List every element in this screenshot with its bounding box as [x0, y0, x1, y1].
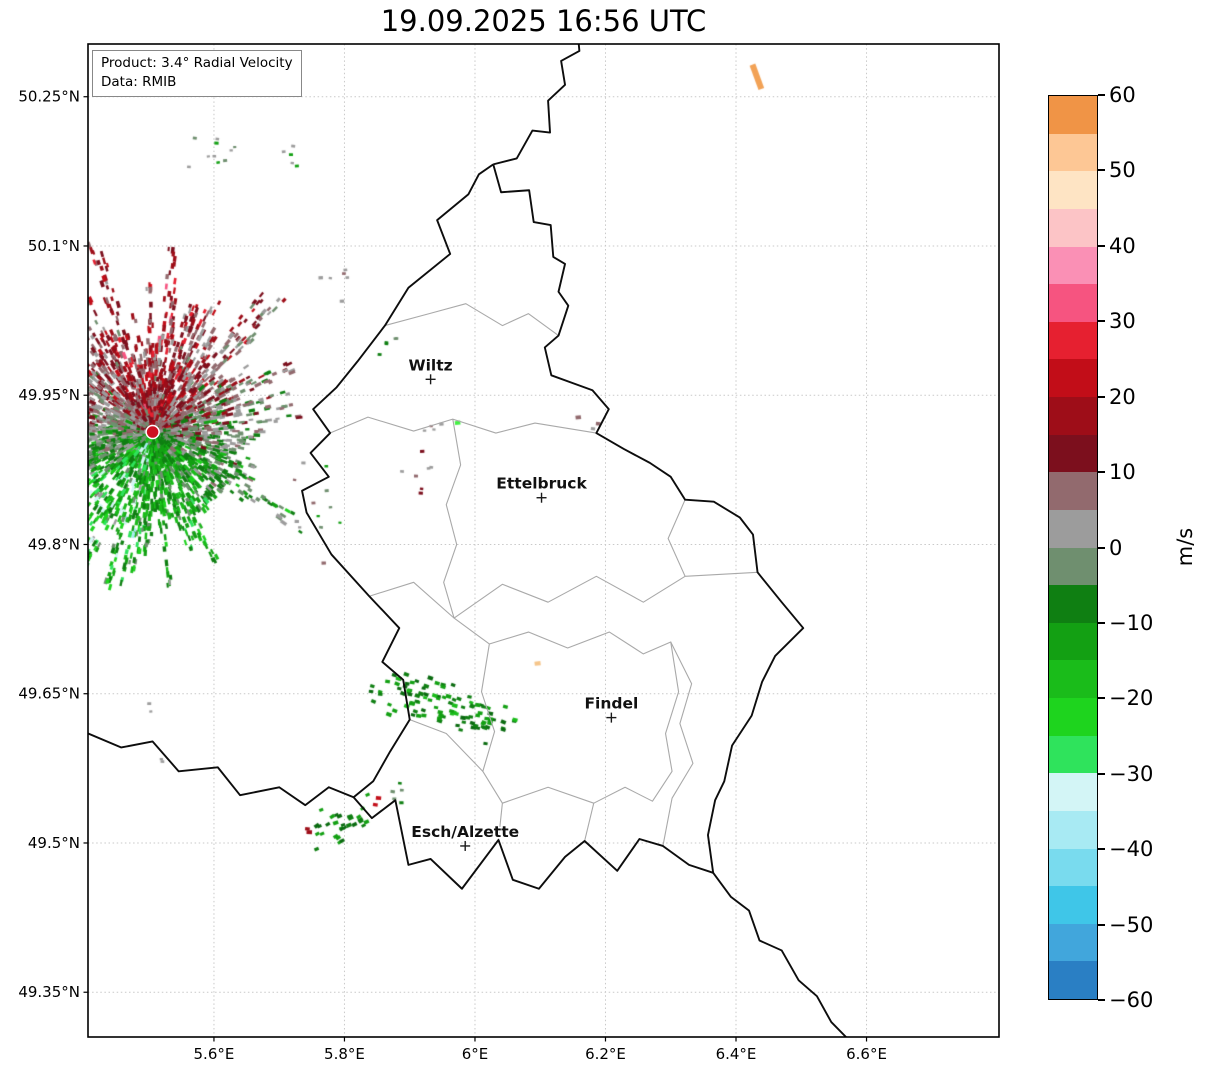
product-info-box: Product: 3.4° Radial Velocity Data: RMIB: [92, 50, 302, 98]
colorbar-segment: [1049, 810, 1097, 849]
colorbar-unit-label: m/s: [1173, 527, 1197, 567]
x-tick-label: 5.6°E: [194, 1045, 235, 1063]
city-marker: Esch/Alzette: [410, 821, 521, 851]
colorbar-tick: [1098, 471, 1105, 474]
district-border: [329, 416, 597, 434]
colorbar-segment: [1049, 96, 1097, 134]
district-border: [443, 419, 462, 619]
x-tick-label: 6.2°E: [585, 1045, 626, 1063]
colorbar-segment: [1049, 171, 1097, 209]
colorbar-tick: [1098, 320, 1105, 323]
district-border: [384, 303, 559, 336]
colorbar-segment: [1049, 886, 1097, 924]
colorbar-segment: [1049, 660, 1097, 698]
district-border: [584, 803, 595, 842]
district-border: [369, 571, 758, 619]
colorbar-segment: [1049, 208, 1097, 247]
colorbar-segment: [1049, 622, 1097, 661]
colorbar-tick-label: 10: [1109, 460, 1136, 485]
colorbar-tick: [1098, 923, 1105, 926]
colorbar-segment: [1049, 961, 1097, 999]
colorbar-segment: [1049, 397, 1097, 435]
colorbar-segment: [1049, 246, 1097, 285]
colorbar-tick-label: −30: [1109, 761, 1154, 786]
city-marker: Ettelbruck: [495, 473, 589, 503]
city-label: Wiltz: [409, 356, 453, 374]
colorbar-tick: [1098, 697, 1105, 700]
colorbar-segment: [1049, 133, 1097, 172]
colorbar-tick-label: −10: [1109, 610, 1154, 635]
data-source-line: Data: RMIB: [101, 74, 177, 91]
country-border: [493, 44, 581, 166]
radar-site-marker: [145, 424, 160, 440]
city-label: Esch/Alzette: [411, 823, 519, 841]
colorbar-segment: [1049, 321, 1097, 360]
colorbar-segment: [1049, 284, 1097, 322]
product-line: Product: 3.4° Radial Velocity: [101, 55, 293, 71]
y-tick-label: 49.5°N: [28, 834, 80, 852]
x-tick-label: 6.6°E: [846, 1045, 887, 1063]
colorbar-segment: [1049, 585, 1097, 623]
y-tick-label: 50.1°N: [28, 237, 80, 255]
page-title: 19.09.2025 16:56 UTC: [380, 4, 707, 38]
district-border: [409, 719, 484, 772]
district-border: [662, 641, 694, 847]
colorbar-segment: [1049, 698, 1097, 736]
colorbar-tick: [1098, 999, 1105, 1001]
city-marker: Wiltz: [407, 355, 454, 385]
colorbar-tick: [1098, 546, 1105, 549]
country-border: [88, 732, 354, 807]
colorbar-segment: [1049, 434, 1097, 473]
colorbar-tick-label: 20: [1109, 384, 1136, 409]
colorbar: [1048, 95, 1098, 1000]
colorbar-tick: [1098, 772, 1105, 775]
colorbar-tick-label: −60: [1109, 988, 1154, 1012]
colorbar-tick: [1098, 395, 1105, 398]
colorbar-tick-label: −50: [1109, 912, 1154, 937]
radar-velocity-field: [88, 44, 999, 1037]
y-tick-label: 49.65°N: [18, 685, 80, 703]
colorbar-tick: [1098, 621, 1105, 624]
y-tick-label: 49.8°N: [28, 535, 80, 553]
colorbar-segment: [1049, 923, 1097, 962]
x-tick-label: 6°E: [462, 1045, 489, 1063]
colorbar-tick-label: 50: [1109, 158, 1136, 183]
colorbar-segment: [1049, 848, 1097, 887]
colorbar-segment: [1049, 472, 1097, 510]
colorbar-segment: [1049, 735, 1097, 774]
colorbar-segment: [1049, 359, 1097, 397]
plot-frame: [87, 43, 1000, 1038]
colorbar-tick: [1098, 848, 1105, 851]
district-border: [497, 803, 503, 841]
x-tick-label: 5.8°E: [324, 1045, 365, 1063]
colorbar-tick-label: 60: [1109, 83, 1136, 107]
country-border: [712, 872, 848, 1037]
district-border: [453, 617, 680, 804]
colorbar-segment: [1049, 547, 1097, 586]
city-label: Findel: [584, 695, 638, 713]
colorbar-tick: [1098, 94, 1105, 96]
colorbar-tick: [1098, 244, 1105, 247]
colorbar-tick-label: −20: [1109, 686, 1154, 711]
luxembourg-border: [301, 163, 805, 890]
y-tick-label: 50.25°N: [18, 88, 80, 106]
y-tick-label: 49.95°N: [18, 386, 80, 404]
y-tick-label: 49.35°N: [18, 983, 80, 1001]
city-label: Ettelbruck: [496, 475, 587, 493]
colorbar-tick-label: 40: [1109, 233, 1136, 258]
colorbar-segment: [1049, 509, 1097, 548]
colorbar-segment: [1049, 773, 1097, 811]
colorbar-tick-label: 30: [1109, 309, 1136, 334]
colorbar-tick: [1098, 169, 1105, 172]
district-border: [667, 499, 686, 577]
colorbar-tick-label: −40: [1109, 837, 1154, 862]
x-tick-label: 6.4°E: [716, 1045, 757, 1063]
colorbar-tick-label: 0: [1109, 535, 1123, 560]
city-marker: Findel: [583, 693, 640, 723]
